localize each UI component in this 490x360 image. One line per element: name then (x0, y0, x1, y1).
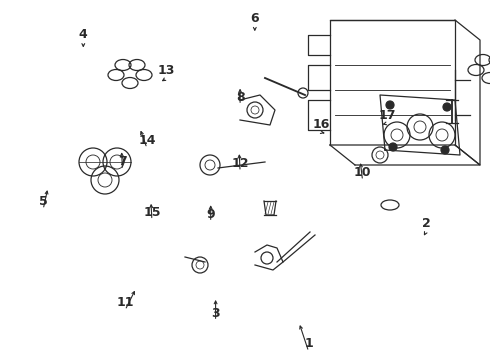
Text: 4: 4 (79, 28, 88, 41)
Text: 3: 3 (211, 307, 220, 320)
Text: 5: 5 (39, 195, 48, 208)
Text: 13: 13 (158, 64, 175, 77)
Circle shape (443, 103, 451, 111)
Text: 2: 2 (422, 217, 431, 230)
Circle shape (389, 143, 397, 151)
Text: 17: 17 (378, 109, 396, 122)
Text: 10: 10 (354, 166, 371, 179)
Text: 8: 8 (236, 91, 245, 104)
Text: 9: 9 (206, 208, 215, 221)
Circle shape (441, 146, 449, 154)
Text: 12: 12 (231, 157, 249, 170)
Text: 16: 16 (312, 118, 330, 131)
Circle shape (386, 101, 394, 109)
Text: 7: 7 (118, 156, 127, 168)
Text: 11: 11 (116, 296, 134, 309)
Text: 1: 1 (304, 337, 313, 350)
Text: 14: 14 (138, 134, 156, 147)
Text: 6: 6 (250, 12, 259, 24)
Text: 15: 15 (143, 206, 161, 219)
